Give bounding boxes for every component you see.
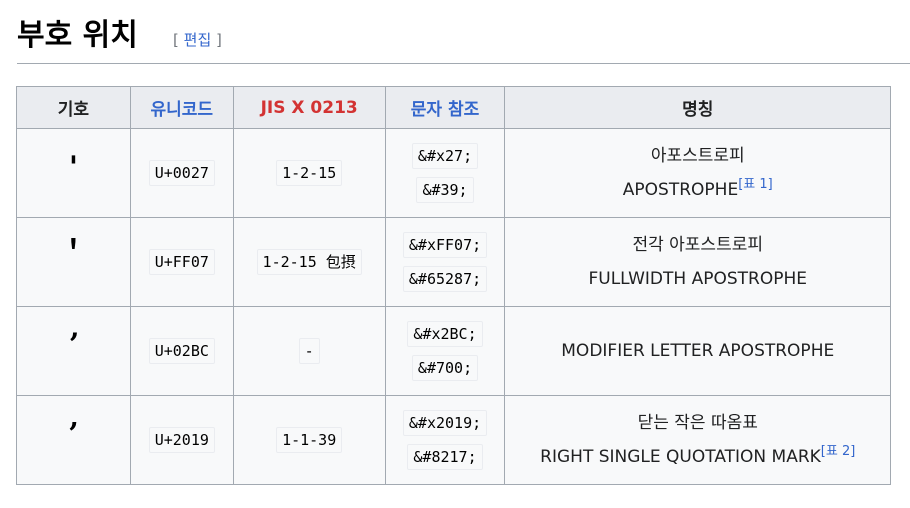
jis-code: 1-1-39 [276,427,343,453]
char-ref-cell: &#xFF07; &#65287; [384,217,506,307]
symbol-glyph: ' [68,149,78,185]
edit-section: [ 편집 ] [173,29,222,51]
hex-ref: &#x2019; [402,410,488,436]
name-english: RIGHT SINGLE QUOTATION MARK [540,447,821,467]
jis-cell: 1-2-15 包摂 [232,217,386,307]
unicode-code: U+FF07 [148,249,215,275]
header-jis-link[interactable]: JIS X 0213 [232,86,386,129]
name-cell: MODIFIER LETTER APOSTROPHE [504,306,891,396]
header-char-ref-link[interactable]: 문자 참조 [384,86,506,129]
char-ref-cell: &#x27; &#39; [384,128,506,218]
jis-cell: 1-2-15 [232,128,386,218]
dec-ref: &#700; [411,355,479,381]
edit-bracket-close: ] [216,31,222,49]
unicode-cell: U+0027 [129,128,234,218]
name-english-line: APOSTROPHE[표 1] [509,173,886,207]
name-cell: 전각 아포스트로피 FULLWIDTH APOSTROPHE [504,217,891,307]
symbol-cell: ’ [16,395,131,485]
jis-code: 1-2-15 包摂 [256,249,362,275]
table-row: ＇ U+FF07 1-2-15 包摂 &#xFF07; &#65287; 전각 … [16,217,891,307]
char-ref-cell: &#x2019; &#8217; [384,395,506,485]
table-row: ʼ U+02BC - &#x2BC; &#700; MODIFIER LETTE… [16,306,891,396]
symbol-cell: ʼ [16,306,131,396]
dec-ref: &#8217; [407,444,483,470]
section-heading: 부호 위치 [ 편집 ] [17,14,910,64]
header-symbol: 기호 [16,86,131,129]
jis-cell: 1-1-39 [232,395,386,485]
edit-link[interactable]: 편집 [183,31,212,49]
dec-ref: &#65287; [402,266,488,292]
header-name: 명칭 [504,86,891,129]
unicode-code: U+2019 [148,427,215,453]
hex-ref: &#xFF07; [402,232,488,258]
dec-ref: &#39; [416,177,474,203]
name-english: MODIFIER LETTER APOSTROPHE [561,341,835,361]
name-korean: 닫는 작은 따옴표 [637,413,758,433]
name-english: FULLWIDTH APOSTROPHE [588,269,807,289]
edit-bracket-open: [ [173,31,179,49]
table-row: ' U+0027 1-2-15 &#x27; &#39; 아포스트로피 APOS… [16,128,891,218]
footnote-link[interactable]: [표 1] [738,177,773,192]
name-english-line: RIGHT SINGLE QUOTATION MARK[표 2] [509,440,886,474]
name-english: APOSTROPHE [622,180,739,200]
symbol-glyph: ＇ [58,238,89,273]
unicode-code: U+02BC [148,338,215,364]
table-row: ’ U+2019 1-1-39 &#x2019; &#8217; 닫는 작은 따… [16,395,891,485]
symbol-glyph: ʼ [68,327,79,363]
code-point-table: 기호 유니코드 JIS X 0213 문자 참조 명칭 ' U+0027 1-2… [16,86,891,485]
jis-code: 1-2-15 [276,160,343,186]
symbol-cell: ' [16,128,131,218]
jis-code: - [298,338,320,364]
unicode-cell: U+02BC [129,306,234,396]
header-unicode-link[interactable]: 유니코드 [129,86,234,129]
unicode-cell: U+FF07 [129,217,234,307]
hex-ref: &#x27; [411,143,479,169]
unicode-cell: U+2019 [129,395,234,485]
unicode-code: U+0027 [148,160,215,186]
section-title: 부호 위치 [17,18,138,53]
jis-cell: - [232,306,386,396]
name-cell: 닫는 작은 따옴표 RIGHT SINGLE QUOTATION MARK[표 … [504,395,891,485]
symbol-cell: ＇ [16,217,131,307]
char-ref-cell: &#x2BC; &#700; [384,306,506,396]
footnote-link[interactable]: [표 2] [820,444,856,459]
name-korean: 아포스트로피 [650,146,745,166]
table-header-row: 기호 유니코드 JIS X 0213 문자 참조 명칭 [16,86,891,129]
name-cell: 아포스트로피 APOSTROPHE[표 1] [504,128,891,218]
hex-ref: &#x2BC; [407,321,483,347]
symbol-glyph: ’ [68,416,79,452]
name-korean: 전각 아포스트로피 [632,235,763,255]
